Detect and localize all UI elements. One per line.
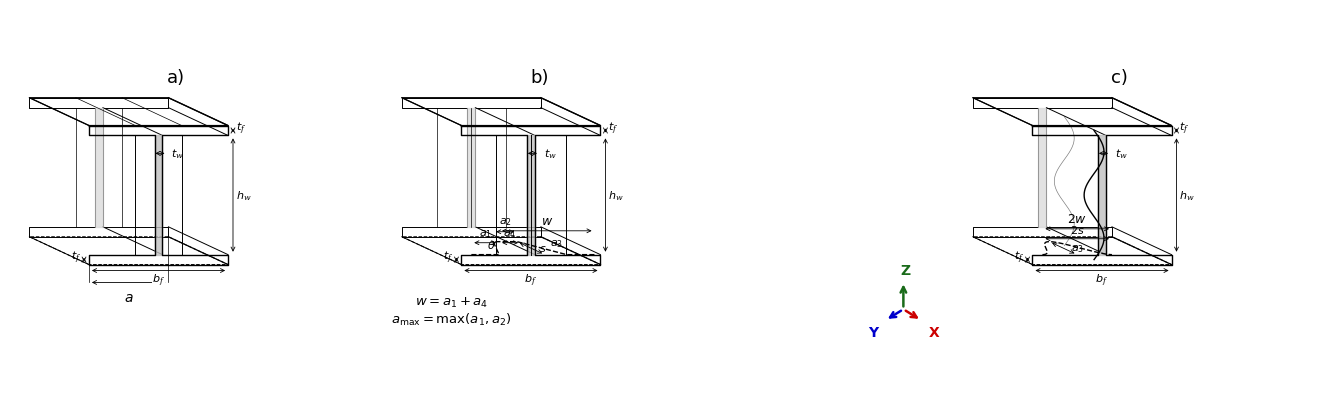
Text: $t_\mathregular{w}$: $t_\mathregular{w}$ (1116, 147, 1128, 161)
Text: $t_\mathregular{f}$: $t_\mathregular{f}$ (71, 249, 81, 265)
Text: $h_\mathregular{w}$: $h_\mathregular{w}$ (1180, 189, 1194, 202)
Text: Z: Z (900, 264, 910, 278)
Text: $t_\mathregular{f}$: $t_\mathregular{f}$ (444, 249, 453, 265)
Text: $2s$: $2s$ (1070, 223, 1085, 235)
Text: $2w$: $2w$ (1067, 212, 1088, 225)
Text: $h_\mathregular{w}$: $h_\mathregular{w}$ (236, 189, 251, 202)
Text: $a_4$: $a_4$ (504, 227, 517, 239)
Text: $t_\mathregular{f}$: $t_\mathregular{f}$ (1014, 249, 1025, 265)
Polygon shape (155, 136, 163, 255)
Text: c): c) (1112, 68, 1129, 87)
Polygon shape (468, 109, 476, 227)
Text: $b_\mathregular{f}$: $b_\mathregular{f}$ (152, 272, 166, 288)
Text: $w = a_1 + a_4$: $w = a_1 + a_4$ (415, 296, 488, 309)
Text: $\theta$: $\theta$ (486, 239, 496, 251)
Text: $a_3$: $a_3$ (550, 238, 562, 249)
Text: $a$: $a$ (124, 291, 134, 305)
Text: $h_\mathregular{w}$: $h_\mathregular{w}$ (608, 189, 624, 202)
Text: $a_{\mathrm{max}} = \mathrm{max}(a_1, a_2)$: $a_{\mathrm{max}} = \mathrm{max}(a_1, a_… (391, 311, 512, 327)
Text: $t_\mathregular{f}$: $t_\mathregular{f}$ (236, 120, 246, 136)
Text: a): a) (167, 68, 186, 87)
Text: $t_\mathregular{f}$: $t_\mathregular{f}$ (1180, 120, 1190, 136)
Text: $t_\mathregular{f}$: $t_\mathregular{f}$ (608, 120, 619, 136)
Polygon shape (526, 136, 534, 255)
Polygon shape (1098, 136, 1106, 255)
Text: $b_\mathregular{f}$: $b_\mathregular{f}$ (525, 272, 537, 288)
Text: $a_1$: $a_1$ (478, 227, 492, 239)
Text: $a_3$: $a_3$ (1071, 243, 1085, 254)
Text: $b_\mathregular{f}$: $b_\mathregular{f}$ (1096, 272, 1109, 288)
Text: $w$: $w$ (541, 214, 553, 227)
Text: $t_\mathregular{w}$: $t_\mathregular{w}$ (544, 147, 557, 161)
Text: X: X (929, 325, 939, 339)
Text: Y: Y (868, 325, 878, 339)
Text: b): b) (530, 68, 549, 87)
Polygon shape (95, 109, 103, 227)
Polygon shape (1038, 109, 1046, 227)
Text: $a_2$: $a_2$ (498, 215, 512, 227)
Text: $s$: $s$ (538, 243, 546, 254)
Text: $t_\mathregular{w}$: $t_\mathregular{w}$ (171, 147, 184, 161)
